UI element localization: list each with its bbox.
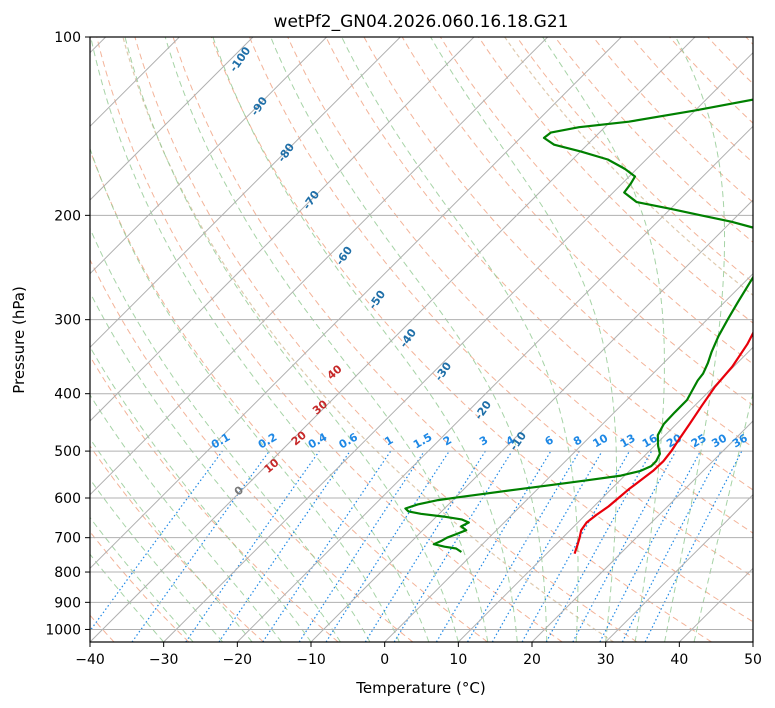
moist-adiabat-line bbox=[430, 37, 617, 642]
y-tick-label: 1000 bbox=[45, 622, 81, 638]
isotherm-line bbox=[531, 420, 753, 642]
mixing-ratio-line bbox=[185, 450, 320, 642]
dry-adiabat-line bbox=[172, 37, 712, 642]
y-tick-label: 600 bbox=[54, 491, 81, 507]
moist-adiabat-line bbox=[90, 394, 282, 642]
x-tick-label: 50 bbox=[744, 652, 762, 668]
mixing-ratio-line bbox=[90, 450, 223, 632]
isotherm-line bbox=[90, 37, 401, 349]
moist-adiabat-line bbox=[124, 37, 459, 642]
x-tick-label: −40 bbox=[75, 652, 105, 668]
x-tick-label: 10 bbox=[449, 652, 467, 668]
x-tick-label: −30 bbox=[149, 652, 179, 668]
isotherm-line bbox=[384, 272, 753, 642]
y-tick-label: 900 bbox=[54, 595, 81, 611]
mixing-ratio-line bbox=[131, 450, 270, 642]
x-axis-title: Temperature (°C) bbox=[355, 679, 485, 697]
mixing-ratio-line bbox=[545, 450, 653, 642]
moist-adiabat-line bbox=[90, 478, 223, 642]
x-tick-label: 0 bbox=[380, 652, 389, 668]
moist-adiabat-line bbox=[693, 390, 753, 642]
y-tick-label: 700 bbox=[54, 531, 81, 547]
isotherm-line bbox=[236, 125, 753, 642]
x-axis-ticks: −40 −30 −20 −10 0 10 20 30 40 50 bbox=[75, 642, 762, 668]
mixing-ratio-line bbox=[644, 450, 743, 642]
isotherm-line bbox=[90, 37, 254, 201]
y-tick-label: 400 bbox=[54, 387, 81, 403]
moist-adiabat-line bbox=[212, 37, 518, 642]
mixing-ratio-lines bbox=[90, 450, 743, 642]
mixing-ratio-line bbox=[298, 450, 425, 642]
x-tick-label: −10 bbox=[296, 652, 326, 668]
dry-adiabat-line bbox=[210, 37, 753, 623]
y-axis-title: Pressure (hPa) bbox=[10, 286, 28, 394]
plot-frame bbox=[89, 36, 754, 643]
isotherm-line bbox=[90, 37, 622, 570]
moist-adiabat-line bbox=[90, 553, 165, 642]
y-axis-ticks: 1000 900 800 700 600 500 400 300 200 100 bbox=[45, 30, 90, 638]
mixing-ratio-line bbox=[521, 450, 631, 642]
moist-adiabat-lines bbox=[90, 37, 753, 642]
sounding-series bbox=[404, 98, 753, 555]
dry-adiabat-line bbox=[325, 37, 753, 491]
moist-adiabat-line bbox=[90, 227, 371, 642]
dry-adiabat-line bbox=[90, 258, 414, 642]
mixing-ratio-line bbox=[325, 450, 450, 642]
dewpoint-profile-line bbox=[404, 98, 753, 553]
isobar-lines bbox=[90, 37, 753, 630]
moist-adiabat-line bbox=[90, 37, 430, 642]
isotherm-line bbox=[605, 493, 753, 642]
dry-adiabat-line bbox=[249, 37, 753, 578]
moist-adiabat-line bbox=[90, 516, 194, 642]
y-tick-label: 300 bbox=[54, 313, 81, 329]
chart-title: wetPf2_GN04.2026.060.16.18.G21 bbox=[274, 12, 569, 32]
mixing-ratio-line bbox=[572, 450, 677, 642]
isotherm-line bbox=[457, 346, 753, 642]
dry-adiabat-line bbox=[287, 37, 753, 534]
isotherm-line bbox=[90, 37, 549, 496]
moist-adiabat-line bbox=[90, 291, 341, 642]
isotherm-line bbox=[90, 37, 475, 422]
isotherm-line bbox=[90, 37, 696, 642]
dry-adiabat-line bbox=[90, 355, 339, 642]
isentrope-lines bbox=[122, 37, 753, 642]
moist-adiabat-line bbox=[664, 37, 726, 642]
x-tick-label: 40 bbox=[670, 652, 688, 668]
dry-adiabat-line bbox=[90, 445, 264, 642]
moist-adiabat-line bbox=[164, 37, 489, 642]
moist-adiabat-line bbox=[90, 437, 253, 642]
x-tick-label: 20 bbox=[523, 652, 541, 668]
mixing-ratio-line bbox=[218, 450, 351, 642]
isotherm-line bbox=[310, 199, 753, 642]
moist-adiabat-line bbox=[542, 37, 665, 642]
y-tick-label: 800 bbox=[54, 565, 81, 581]
isentrope-line bbox=[122, 37, 614, 642]
y-tick-label: 500 bbox=[54, 444, 81, 460]
y-tick-label: 100 bbox=[54, 30, 81, 46]
moist-adiabat-line bbox=[270, 37, 548, 642]
moist-adiabat-line bbox=[341, 37, 579, 642]
isotherm-lines bbox=[90, 37, 753, 642]
mixing-ratio-line bbox=[262, 450, 392, 642]
x-tick-label: 30 bbox=[597, 652, 615, 668]
y-tick-label: 200 bbox=[54, 208, 81, 224]
isotherm-line bbox=[90, 37, 328, 275]
temperature-profile-line bbox=[573, 330, 753, 555]
isotherm-line bbox=[163, 51, 753, 642]
dry-adiabat-line bbox=[96, 37, 563, 642]
dry-adiabat-line bbox=[134, 37, 638, 642]
x-tick-label: −20 bbox=[223, 652, 253, 668]
isentrope-line bbox=[504, 37, 753, 296]
